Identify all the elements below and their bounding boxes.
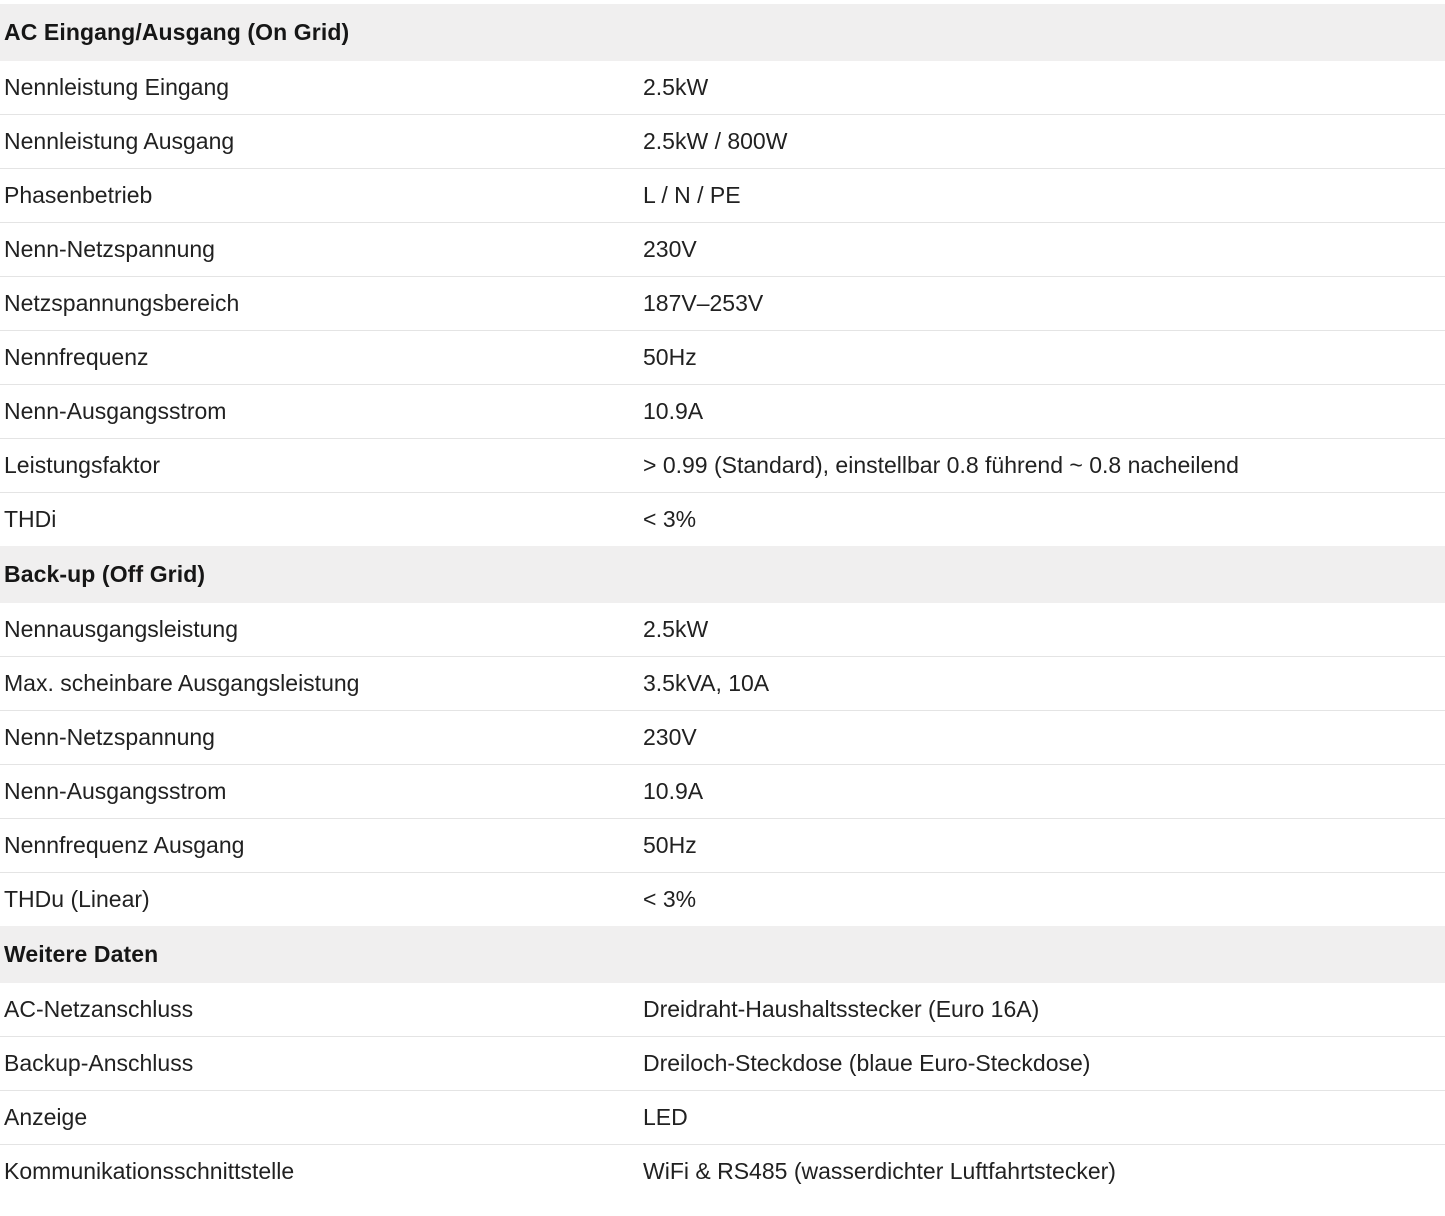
table-row: Nenn-Ausgangsstrom 10.9A [0, 765, 1445, 819]
spec-value: 230V [643, 724, 697, 750]
spec-label: Nennfrequenz Ausgang [4, 832, 245, 858]
table-row: THDi < 3% [0, 493, 1445, 546]
table-row: Leistungsfaktor > 0.99 (Standard), einst… [0, 439, 1445, 493]
spec-label: Backup-Anschluss [4, 1050, 194, 1076]
section-title: Back-up (Off Grid) [4, 561, 206, 587]
spec-label: Kommunikationsschnittstelle [4, 1158, 295, 1184]
table-row: Nennfrequenz 50Hz [0, 331, 1445, 385]
table-row: Max. scheinbare Ausgangsleistung 3.5kVA,… [0, 657, 1445, 711]
section-header: Back-up (Off Grid) [0, 546, 1445, 603]
table-row: Nenn-Netzspannung 230V [0, 711, 1445, 765]
spec-value: Dreidraht-Haushaltsstecker (Euro 16A) [643, 996, 1040, 1022]
spec-section: AC Eingang/Ausgang (On Grid) Nennleistun… [0, 4, 1445, 546]
spec-label: Nennleistung Ausgang [4, 128, 235, 154]
spec-value: 3.5kVA, 10A [643, 670, 770, 696]
spec-value: L / N / PE [643, 182, 741, 208]
spec-value: 10.9A [643, 778, 704, 804]
spec-label: Nennfrequenz [4, 344, 149, 370]
spec-value: < 3% [643, 886, 697, 912]
spec-label: AC-Netzanschluss [4, 996, 194, 1022]
spec-label: Netzspannungsbereich [4, 290, 240, 316]
table-row: Anzeige LED [0, 1091, 1445, 1145]
table-row: Netzspannungsbereich 187V–253V [0, 277, 1445, 331]
table-row: Nennausgangsleistung 2.5kW [0, 603, 1445, 657]
table-row: Backup-Anschluss Dreiloch-Steckdose (bla… [0, 1037, 1445, 1091]
spec-value: < 3% [643, 506, 697, 532]
spec-label: Nenn-Ausgangsstrom [4, 398, 227, 424]
section-title: Weitere Daten [4, 941, 159, 967]
spec-label: Nenn-Ausgangsstrom [4, 778, 227, 804]
spec-value: Dreiloch-Steckdose (blaue Euro-Steckdose… [643, 1050, 1091, 1076]
spec-value: LED [643, 1104, 688, 1130]
spec-value: 187V–253V [643, 290, 764, 316]
spec-value: 2.5kW [643, 74, 709, 100]
table-row: Phasenbetrieb L / N / PE [0, 169, 1445, 223]
spec-label: THDu (Linear) [4, 886, 150, 912]
spec-label: Nennleistung Eingang [4, 74, 230, 100]
spec-label: Max. scheinbare Ausgangsleistung [4, 670, 360, 696]
spec-label: Phasenbetrieb [4, 182, 153, 208]
section-rows: Nennleistung Eingang 2.5kW Nennleistung … [0, 61, 1445, 546]
spec-label: Nenn-Netzspannung [4, 236, 215, 262]
section-rows: Nennausgangsleistung 2.5kW Max. scheinba… [0, 603, 1445, 926]
spec-value: 2.5kW [643, 616, 709, 642]
spec-value: 230V [643, 236, 697, 262]
spec-label: Anzeige [4, 1104, 88, 1130]
spec-value: 50Hz [643, 832, 697, 858]
section-rows: AC-Netzanschluss Dreidraht-Haushaltsstec… [0, 983, 1445, 1198]
spec-label: THDi [4, 506, 57, 532]
table-row: AC-Netzanschluss Dreidraht-Haushaltsstec… [0, 983, 1445, 1037]
table-row: Kommunikationsschnittstelle WiFi & RS485… [0, 1145, 1445, 1198]
spec-value: > 0.99 (Standard), einstellbar 0.8 führe… [643, 452, 1239, 478]
section-header: Weitere Daten [0, 926, 1445, 983]
table-row: Nennleistung Eingang 2.5kW [0, 61, 1445, 115]
section-header: AC Eingang/Ausgang (On Grid) [0, 4, 1445, 61]
spec-value: 10.9A [643, 398, 704, 424]
spec-section: Weitere Daten AC-Netzanschluss Dreidraht… [0, 926, 1445, 1198]
table-row: Nenn-Netzspannung 230V [0, 223, 1445, 277]
spec-section: Back-up (Off Grid) Nennausgangsleistung … [0, 546, 1445, 926]
spec-label: Nennausgangsleistung [4, 616, 239, 642]
table-row: Nennfrequenz Ausgang 50Hz [0, 819, 1445, 873]
section-title: AC Eingang/Ausgang (On Grid) [4, 19, 350, 45]
spec-value: 2.5kW / 800W [643, 128, 788, 154]
spec-label: Leistungsfaktor [4, 452, 160, 478]
spec-value: 50Hz [643, 344, 697, 370]
spec-label: Nenn-Netzspannung [4, 724, 215, 750]
spec-value: WiFi & RS485 (wasserdichter Luftfahrtste… [643, 1158, 1116, 1184]
table-row: Nennleistung Ausgang 2.5kW / 800W [0, 115, 1445, 169]
table-row: Nenn-Ausgangsstrom 10.9A [0, 385, 1445, 439]
table-row: THDu (Linear) < 3% [0, 873, 1445, 926]
